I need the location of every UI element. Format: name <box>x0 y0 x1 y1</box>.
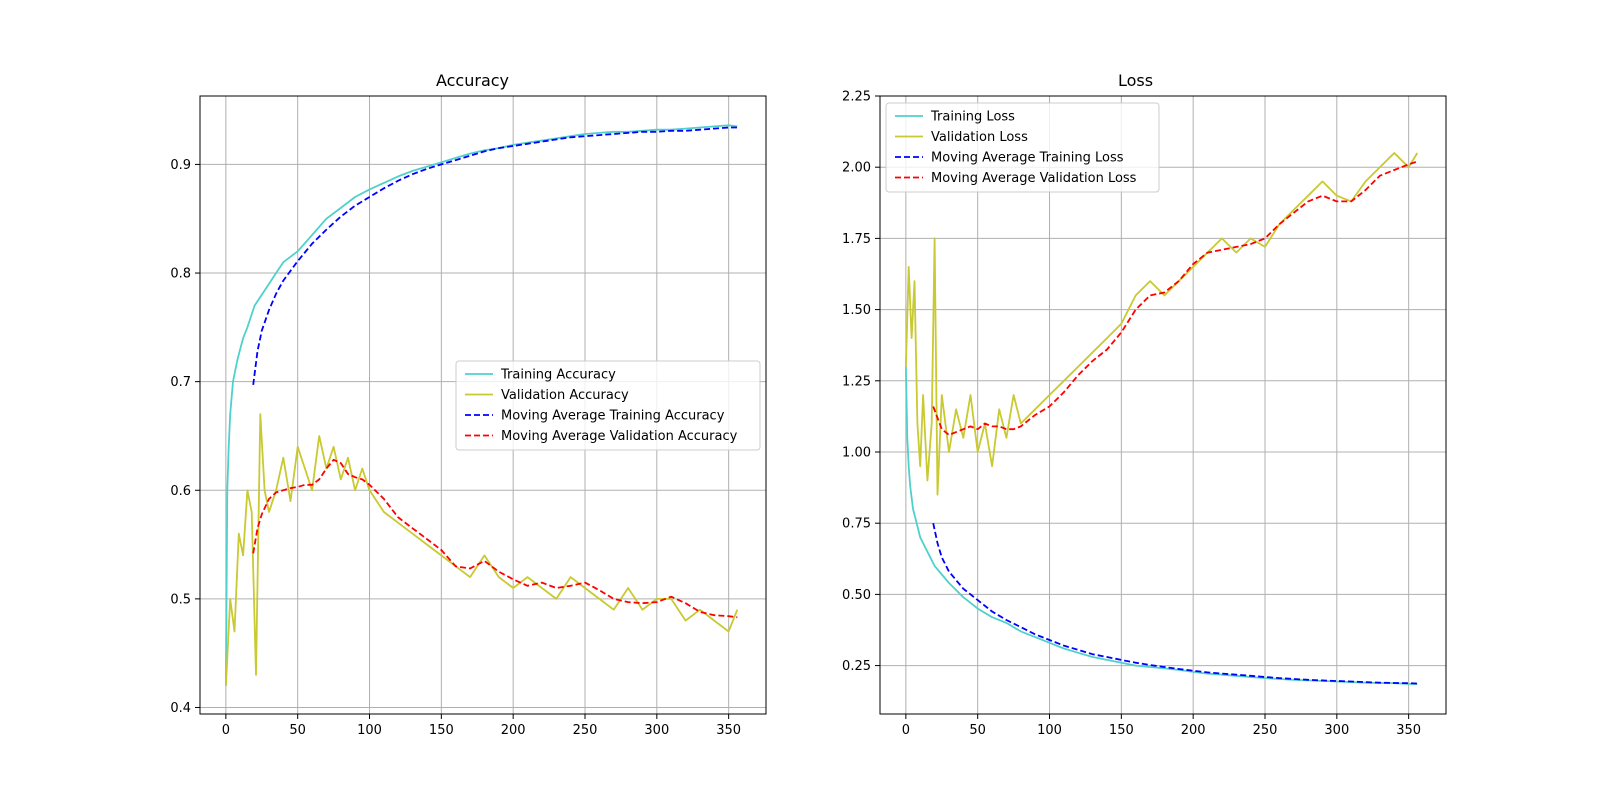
y-tick-label: 0.75 <box>842 517 871 532</box>
x-tick-label: 300 <box>1324 723 1349 738</box>
axes-frame <box>199 95 767 715</box>
x-tick-label: 350 <box>1396 723 1421 738</box>
legend-label: Moving Average Training Accuracy <box>501 409 725 424</box>
y-tick-label: 0.5 <box>170 592 191 607</box>
x-tick-label: 50 <box>289 723 306 738</box>
x-tick-label: 150 <box>429 723 454 738</box>
plot-area <box>225 124 739 686</box>
chart-title: Accuracy <box>436 71 509 90</box>
x-tick-label: 0 <box>902 723 910 738</box>
legend-label: Moving Average Training Loss <box>931 151 1124 166</box>
legend-label: Validation Loss <box>931 130 1028 145</box>
x-tick-label: 50 <box>969 723 986 738</box>
legend-box <box>455 360 761 451</box>
x-axis: 0 50 100 150 200 250 300 350 <box>902 714 1421 738</box>
x-tick-label: 100 <box>1037 723 1062 738</box>
series-line-0 <box>905 366 1418 685</box>
legend: Training Loss Validation Loss Moving Avera… <box>885 102 1160 193</box>
x-tick-label: 350 <box>716 723 741 738</box>
y-tick-label: 0.9 <box>170 158 191 173</box>
legend-box <box>885 102 1160 193</box>
series-line-0 <box>225 124 738 686</box>
series-line-2 <box>252 126 738 386</box>
y-tick-label: 0.7 <box>170 375 191 390</box>
x-tick-label: 250 <box>1253 723 1278 738</box>
x-tick-label: 150 <box>1109 723 1134 738</box>
series-line-1 <box>905 152 1419 496</box>
x-axis: 0 50 100 150 200 250 300 350 <box>222 714 741 738</box>
legend-label: Moving Average Validation Accuracy <box>501 429 738 444</box>
series-line-1 <box>225 413 739 686</box>
series-line-3 <box>252 458 738 619</box>
x-tick-label: 0 <box>222 723 230 738</box>
y-tick-label: 0.25 <box>842 659 871 674</box>
series-line-2 <box>932 523 1418 685</box>
y-tick-label: 0.8 <box>170 267 191 282</box>
x-tick-label: 250 <box>573 723 598 738</box>
x-tick-label: 200 <box>1181 723 1206 738</box>
legend: Training Accuracy Validation Accuracy Movi… <box>455 360 761 451</box>
legend-label: Moving Average Validation Loss <box>931 171 1137 186</box>
y-tick-label: 0.4 <box>170 701 191 716</box>
y-axis: 0.4 0.5 0.6 0.7 0.8 0.9 <box>170 158 200 716</box>
legend-label: Validation Accuracy <box>501 388 629 403</box>
chart-title: Loss <box>1118 71 1153 90</box>
y-tick-label: 1.75 <box>842 232 871 247</box>
x-tick-label: 100 <box>357 723 382 738</box>
loss-chart: Loss 0 50 100 150 200 250 300 350 0.25 0.50 0.75 1.… <box>842 71 1447 738</box>
y-tick-label: 1.50 <box>842 303 871 318</box>
y-tick-label: 0.6 <box>170 484 191 499</box>
x-tick-label: 300 <box>644 723 669 738</box>
y-tick-label: 2.00 <box>842 161 871 176</box>
series-line-3 <box>932 160 1418 436</box>
y-axis: 0.25 0.50 0.75 1.00 1.25 1.50 1.75 2.00 2.25 <box>842 90 880 674</box>
plot-area <box>905 152 1419 685</box>
legend-label: Training Accuracy <box>500 368 616 383</box>
y-tick-label: 1.25 <box>842 374 871 389</box>
legend-label: Training Loss <box>930 110 1015 125</box>
y-tick-label: 0.50 <box>842 588 871 603</box>
x-tick-label: 200 <box>501 723 526 738</box>
y-tick-label: 1.00 <box>842 445 871 460</box>
y-tick-label: 2.25 <box>842 90 871 105</box>
axes-frame <box>879 95 1447 715</box>
accuracy-chart: Accuracy 0 50 100 150 200 250 300 3500.40.50.60… <box>170 71 767 738</box>
